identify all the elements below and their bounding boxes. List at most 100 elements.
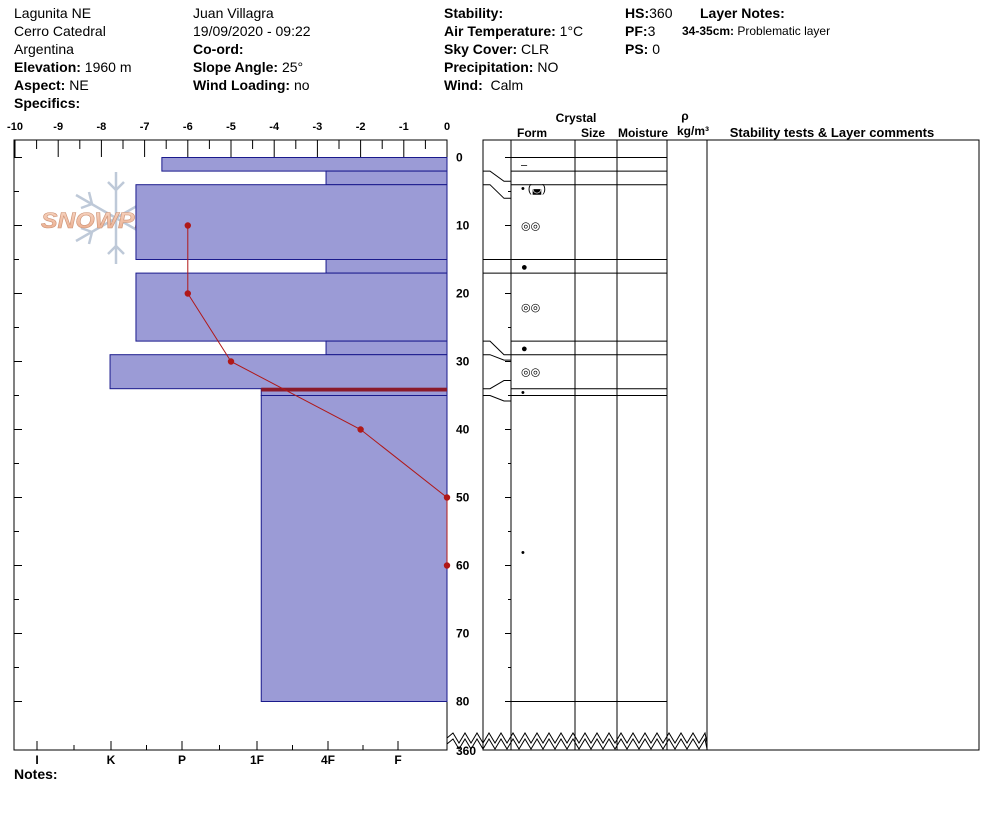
hs-row: HS:360 xyxy=(625,4,672,22)
temperature-point-5 xyxy=(443,562,451,569)
sky-value: CLR xyxy=(521,41,550,57)
depth-tick-label-3: 30 xyxy=(456,355,470,369)
air-temp-row: Air Temperature: 1°C xyxy=(444,22,583,40)
temp-tick-label-9: -1 xyxy=(399,121,409,133)
scale-break-zigzag-upper xyxy=(446,731,708,744)
layer-note-depth: 34-35cm: xyxy=(682,24,735,38)
air-temp-value: 1°C xyxy=(559,23,584,39)
layer-notes: Layer Notes: xyxy=(700,4,785,22)
elevation-label: Elevation: xyxy=(14,59,81,75)
grain-symbol-1: • (◛) xyxy=(521,183,546,195)
mountain-range: Cerro Catedral xyxy=(14,23,106,39)
aspect-label: Aspect: xyxy=(14,77,66,93)
hardness-bar-1 xyxy=(325,170,448,186)
air-temp-label: Air Temperature: xyxy=(444,23,556,39)
weak-layer-band xyxy=(261,387,447,392)
grain-symbol-3: ● xyxy=(521,261,528,273)
observation-datetime: 19/09/2020 - 09:22 xyxy=(193,23,311,39)
layer-table-frame xyxy=(482,139,980,751)
observer-name: Juan Villagra xyxy=(193,5,274,21)
grain-symbol-8: • xyxy=(521,547,525,559)
header-col4: HS:360 PF:3 PS: 0 xyxy=(625,4,672,58)
depth-bottom-label: 360 xyxy=(456,744,476,758)
hardness-tick-label-5: F xyxy=(394,753,401,767)
size-header: Size xyxy=(581,126,605,140)
sky-row: Sky Cover: CLR xyxy=(444,40,583,58)
scale-break-zigzag-lower xyxy=(446,737,708,750)
stability-row: Stability: xyxy=(444,4,583,22)
temp-tick-label-8: -2 xyxy=(356,121,366,133)
grain-symbols: – • (◛) ◎◎ ● ◎◎ ● ◎◎ • • xyxy=(521,159,546,559)
hardness-bar-5 xyxy=(325,340,448,356)
layer-note-entry: 34-35cm: Problematic layer xyxy=(682,22,830,40)
temperature-point-3 xyxy=(357,426,364,433)
crystal-header: Crystal xyxy=(556,111,597,125)
wind-label: Wind: xyxy=(444,77,483,93)
hardness-tick-label-2: P xyxy=(178,753,186,767)
depth-tick-label-4: 40 xyxy=(456,423,470,437)
layer-notes-label: Layer Notes: xyxy=(700,5,785,21)
hardness-bar-4 xyxy=(135,272,448,342)
temp-tick-label-10: 0 xyxy=(444,121,450,133)
form-header: Form xyxy=(517,126,547,140)
header-col2: Juan Villagra 19/09/2020 - 09:22 Co-ord:… xyxy=(193,4,311,94)
hardness-tick-label-1: K xyxy=(107,753,116,767)
grain-symbol-7: • xyxy=(521,387,525,399)
wind-loading-value: no xyxy=(293,77,310,93)
pf-value: 3 xyxy=(647,23,656,39)
coord-row: Co-ord: xyxy=(193,40,311,58)
rho-header: ρ xyxy=(681,109,688,123)
hardness-axis: I K P 1F 4F F xyxy=(35,741,402,767)
hardness-bars xyxy=(109,157,448,702)
depth-tick-label-1: 10 xyxy=(456,219,470,233)
hardness-bar-3 xyxy=(325,259,448,274)
depth-tick-label-7: 70 xyxy=(456,627,470,641)
wind-row: Wind: Calm xyxy=(444,76,583,94)
wind-loading-label: Wind Loading: xyxy=(193,77,291,93)
ps-label: PS: xyxy=(625,41,649,57)
location-name: Lagunita NE xyxy=(14,5,92,21)
density-unit-header: kg/m³ xyxy=(677,124,709,138)
stability-header: Stability tests & Layer comments xyxy=(730,125,934,140)
temperature-point-1 xyxy=(184,290,191,297)
notes-label: Notes: xyxy=(14,766,58,782)
moisture-header: Moisture xyxy=(618,126,668,140)
hardness-tick-label-0: I xyxy=(35,753,38,767)
layer-lines xyxy=(511,157,667,702)
temp-tick-label-1: -9 xyxy=(53,121,63,133)
aspect-value: NE xyxy=(69,77,89,93)
pf-label: PF: xyxy=(625,23,648,39)
hardness-bar-6 xyxy=(109,354,448,390)
header-col3: Stability: Air Temperature: 1°C Sky Cove… xyxy=(444,4,583,94)
grain-symbol-0: – xyxy=(521,159,528,171)
notes-row: Notes: xyxy=(14,765,58,783)
country: Argentina xyxy=(14,41,74,57)
ps-value: 0 xyxy=(652,41,661,57)
depth-tick-label-0: 0 xyxy=(456,151,463,165)
temperature-profile xyxy=(184,222,451,569)
hardness-tick-label-3: 1F xyxy=(250,753,264,767)
hardness-bar-2 xyxy=(135,184,448,260)
slope-row: Slope Angle: 25° xyxy=(193,58,311,76)
pf-row: PF:3 xyxy=(625,22,672,40)
hardness-bar-0 xyxy=(161,157,448,172)
grain-symbol-5: ● xyxy=(521,343,528,355)
header-col1: Lagunita NE Cerro Catedral Argentina Ele… xyxy=(14,4,132,112)
layer-connector-7 xyxy=(483,395,511,402)
temp-tick-label-3: -7 xyxy=(140,121,150,133)
hardness-bar-8 xyxy=(260,395,448,702)
specifics-row: Specifics: xyxy=(14,94,132,112)
sky-label: Sky Cover: xyxy=(444,41,518,57)
depth-tick-label-6: 60 xyxy=(456,559,470,573)
coord-label: Co-ord: xyxy=(193,41,244,57)
temperature-point-2 xyxy=(227,358,235,365)
aspect-row: Aspect: NE xyxy=(14,76,132,94)
temp-tick-label-2: -8 xyxy=(97,121,107,133)
precip-value: NO xyxy=(537,59,559,75)
layer-connector-1 xyxy=(483,184,511,199)
hardness-tick-label-4: 4F xyxy=(321,753,335,767)
layer-connector-5 xyxy=(483,354,511,361)
temperature-point-0 xyxy=(184,222,191,229)
weak-layer-marker xyxy=(261,387,447,392)
